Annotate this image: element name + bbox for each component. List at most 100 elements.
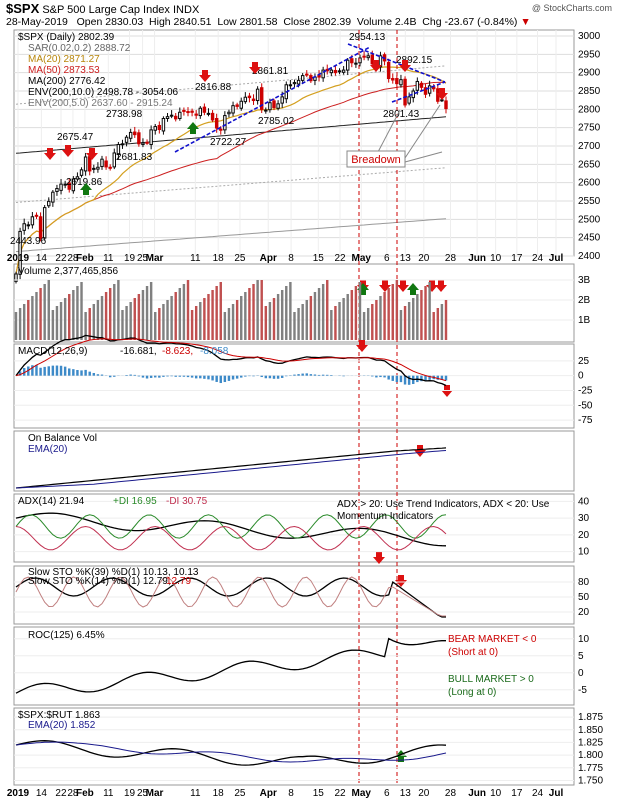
legend-env10: ENV(200,10.0) 2498.78 - 3054.06 xyxy=(28,87,179,98)
quote-line: 28-May-2019 Open 2830.03 High 2840.51 Lo… xyxy=(6,16,531,28)
down-arrow-icon xyxy=(44,148,56,160)
candle-body xyxy=(169,114,174,117)
legend-env5: ENV(200,5.0) 2637.60 - 2915.24 xyxy=(28,98,173,109)
candle-body xyxy=(104,160,108,168)
candle-body xyxy=(354,62,358,65)
candle-body xyxy=(120,143,125,146)
candle-body xyxy=(276,103,280,109)
price-label-p2861: 2861.81 xyxy=(252,66,289,77)
legend-ma50: MA(50) 2873.53 xyxy=(28,65,100,76)
x-tick-label-bottom: 13 xyxy=(400,788,412,799)
callout-pointer xyxy=(404,104,441,159)
volume-bar xyxy=(96,300,100,340)
macd-hist-bar xyxy=(395,375,399,383)
macd-hist-bar xyxy=(59,365,63,376)
volume-bar xyxy=(334,306,337,340)
candle-body xyxy=(345,59,350,71)
macd-hist-bar xyxy=(444,375,448,381)
y-tick-label: 2700 xyxy=(578,141,601,152)
quote-open: Open 2830.03 xyxy=(76,16,144,28)
candle-body xyxy=(419,82,424,88)
panel-tick-label: 25 xyxy=(578,356,590,367)
candle-body xyxy=(243,96,248,103)
down-arrow-icon xyxy=(356,340,368,352)
x-tick-label-bottom: 22 xyxy=(55,788,67,799)
candle-body xyxy=(173,115,178,120)
macd-hist-bar xyxy=(186,375,190,378)
volume-bar xyxy=(211,290,214,340)
volume-bar xyxy=(76,286,79,340)
macd-hist-bar xyxy=(170,375,173,377)
legend-ma200: MA(200) 2776.42 xyxy=(28,76,106,87)
ma200-line xyxy=(15,116,447,154)
roc-line xyxy=(15,637,446,694)
candle-body xyxy=(79,169,84,176)
volume-bar xyxy=(235,300,239,340)
macd-value-2: -8.623, xyxy=(162,346,193,357)
index-name: S&P 500 Large Cap Index xyxy=(42,4,170,16)
price-label-p2892: 2892.15 xyxy=(396,55,433,66)
x-tick-label-bottom: 25 xyxy=(234,788,246,799)
macd-hist-bar xyxy=(141,375,145,378)
candle-body xyxy=(292,82,297,85)
x-tick-label: 15 xyxy=(313,253,325,264)
macd-hist-bar xyxy=(309,374,313,376)
ratio-line xyxy=(15,740,447,766)
obv-title: On Balance Vol xyxy=(28,433,97,444)
y-tick-label: 2450 xyxy=(578,233,601,244)
macd-hist-bar xyxy=(301,373,304,376)
volume-bar xyxy=(317,288,321,340)
volume-bar xyxy=(321,284,325,340)
candle-body xyxy=(51,191,55,203)
panel-tick-label: 20 xyxy=(578,530,590,541)
candle-body xyxy=(386,61,391,80)
x-tick-label: 14 xyxy=(36,253,48,264)
macd-hist-bar xyxy=(424,375,427,382)
candle-body xyxy=(251,98,256,102)
volume-bar xyxy=(182,284,186,340)
x-tick-label: 8 xyxy=(288,253,294,264)
candle-body xyxy=(100,158,104,168)
volume-bar xyxy=(268,302,272,340)
macd-panel-frame xyxy=(13,343,575,429)
x-tick-label: 11 xyxy=(103,253,114,264)
macd-hist-bar xyxy=(137,375,141,377)
macd-hist-bar xyxy=(76,370,79,376)
volume-bar xyxy=(289,282,292,340)
macd-hist-bar xyxy=(407,375,411,385)
adx-line xyxy=(15,512,447,547)
panel-tick-label: 3B xyxy=(578,275,591,286)
x-tick-label-bottom: 8 xyxy=(288,788,294,799)
breadown-label: Breadown xyxy=(351,154,401,166)
macd-value-1: -16.681, xyxy=(120,346,157,357)
volume-bar xyxy=(375,300,378,340)
macd-hist-bar xyxy=(182,375,186,377)
candle-body xyxy=(337,70,342,73)
macd-hist-bar xyxy=(88,371,91,376)
macd-hist-bar xyxy=(149,375,153,378)
candle-body xyxy=(255,88,260,102)
sto39-line xyxy=(15,577,446,618)
volume-bar xyxy=(428,282,431,340)
volume-bar xyxy=(88,308,91,340)
macd-hist-bar xyxy=(43,366,46,376)
panel-tick-label: 50 xyxy=(578,592,590,603)
macd-hist-bar xyxy=(326,374,329,376)
y-tick-label: 2400 xyxy=(578,251,601,262)
panel-tick-label: 20 xyxy=(578,607,590,618)
candle-body xyxy=(223,115,227,131)
volume-bar xyxy=(166,300,169,340)
macd-hist-bar xyxy=(436,375,440,380)
y-tick-label: 2900 xyxy=(578,68,601,79)
macd-signal-line xyxy=(15,338,447,382)
down-arrow-icon xyxy=(86,148,98,160)
candle-body xyxy=(288,84,293,87)
volume-bar xyxy=(207,294,210,340)
down-arrow-icon xyxy=(399,60,411,72)
volume-bar xyxy=(22,304,26,340)
candle-body xyxy=(149,129,153,146)
volume-bar xyxy=(72,290,75,340)
panel-titles: Volume 2,377,465,856 MACD(12,26,9) -16.6… xyxy=(18,266,550,731)
price-candles xyxy=(14,50,448,284)
